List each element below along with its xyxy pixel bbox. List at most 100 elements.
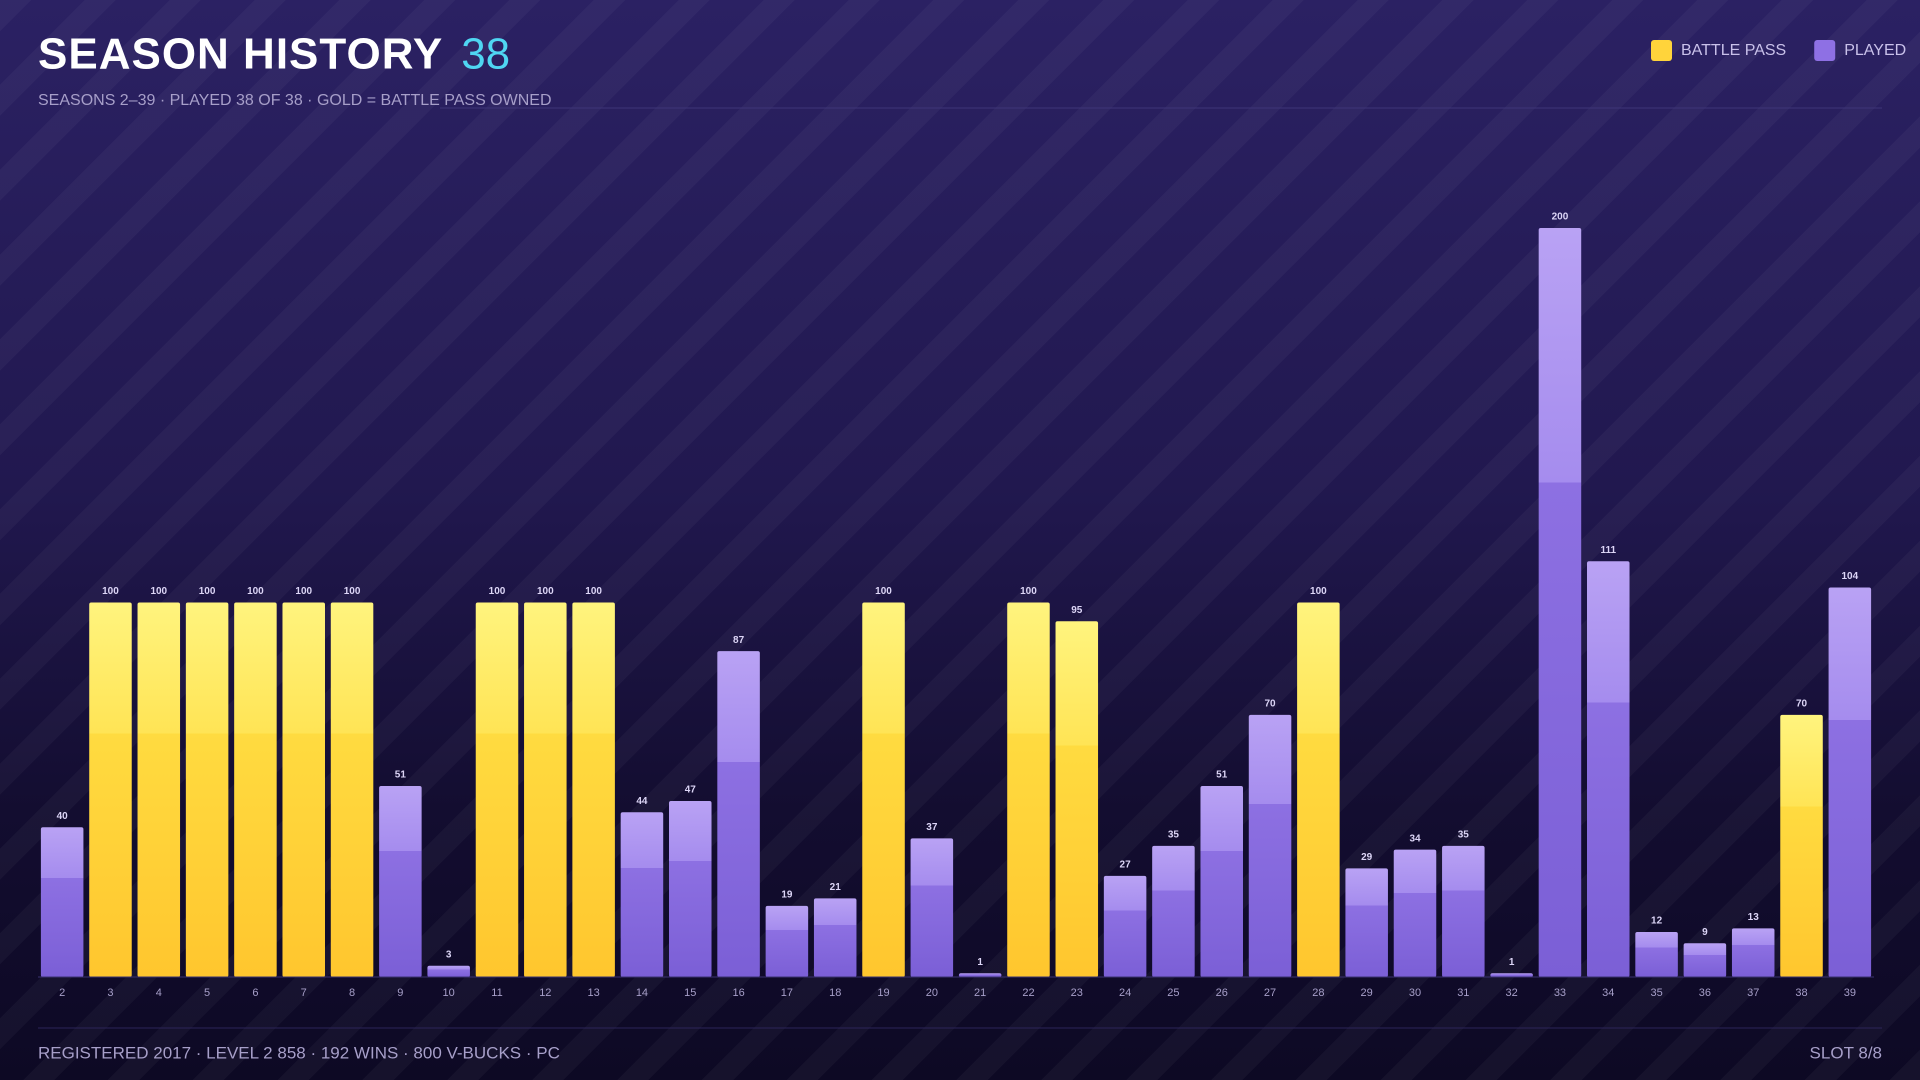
x-tick-label: 24	[1119, 987, 1131, 999]
bar	[1828, 587, 1872, 977]
value-label: 19	[781, 889, 793, 900]
value-label: 100	[150, 586, 167, 597]
bar	[1731, 928, 1775, 977]
bar	[1200, 786, 1243, 977]
x-tick-label: 26	[1216, 987, 1228, 999]
x-tick-label: 27	[1264, 987, 1276, 999]
x-tick-label: 15	[684, 987, 696, 999]
bar	[1442, 845, 1485, 977]
x-tick-label: 31	[1457, 987, 1469, 999]
value-label: 47	[685, 785, 697, 796]
value-label: 21	[830, 882, 842, 893]
value-label: 100	[1310, 586, 1327, 597]
x-tick-label: 34	[1602, 987, 1614, 999]
value-label: 87	[733, 635, 745, 646]
x-tick-label: 29	[1361, 987, 1373, 999]
value-label: 37	[926, 822, 938, 833]
value-label: 100	[199, 586, 216, 597]
x-tick-label: 17	[781, 987, 793, 999]
bar	[427, 965, 470, 977]
value-label: 100	[102, 586, 119, 597]
legend: BATTLE PASS PLAYED	[1651, 40, 1906, 61]
x-tick-label: 4	[156, 987, 162, 999]
bar	[862, 602, 905, 977]
value-label: 35	[1168, 830, 1180, 841]
bar	[1393, 849, 1437, 977]
bar	[1683, 943, 1727, 977]
value-label: 95	[1071, 605, 1083, 616]
value-label: 100	[489, 586, 506, 597]
value-label: 100	[537, 586, 554, 597]
x-tick-label: 21	[974, 987, 986, 999]
x-tick-label: 14	[636, 987, 648, 999]
x-tick-label: 30	[1409, 987, 1421, 999]
value-label: 13	[1748, 912, 1760, 923]
footer-info: REGISTERED 2017 · LEVEL 2 858 · 192 WINS…	[38, 1043, 560, 1062]
value-label: 200	[1552, 212, 1569, 223]
bar	[89, 602, 132, 977]
bar	[1297, 602, 1340, 977]
bar	[1635, 932, 1678, 977]
bar	[1587, 561, 1630, 977]
bar	[379, 786, 422, 977]
bar	[137, 602, 181, 977]
value-label: 1	[1509, 957, 1515, 968]
x-tick-label: 33	[1554, 987, 1566, 999]
x-tick-label: 23	[1071, 987, 1083, 999]
value-label: 100	[875, 586, 892, 597]
legend-label: PLAYED	[1844, 42, 1906, 59]
bar	[620, 812, 664, 977]
x-tick-label: 2	[59, 987, 65, 999]
value-label: 35	[1458, 830, 1470, 841]
bar	[1490, 973, 1533, 977]
x-tick-label: 38	[1795, 987, 1807, 999]
bar	[185, 602, 229, 977]
value-label: 12	[1651, 916, 1663, 927]
x-tick-label: 28	[1312, 987, 1324, 999]
bar	[1055, 621, 1099, 977]
value-label: 40	[57, 811, 69, 822]
value-label: 70	[1796, 698, 1808, 709]
x-tick-label: 3	[107, 987, 113, 999]
x-tick-label: 11	[491, 987, 502, 999]
x-tick-label: 19	[877, 987, 889, 999]
value-label: 3	[446, 949, 452, 960]
value-label: 1	[977, 957, 983, 968]
x-tick-label: 35	[1650, 987, 1662, 999]
bar	[282, 602, 325, 977]
bar	[1103, 875, 1147, 977]
bar	[1780, 714, 1823, 977]
bar	[40, 827, 84, 977]
bar	[1538, 228, 1582, 977]
bar	[524, 602, 567, 977]
bar	[572, 602, 615, 977]
value-label: 111	[1600, 545, 1616, 556]
title: SEASON HISTORY	[38, 30, 443, 79]
value-label: 100	[1020, 586, 1037, 597]
subtitle: SEASONS 2–39 · PLAYED 38 OF 38 · GOLD = …	[38, 92, 552, 109]
x-tick-label: 39	[1844, 987, 1856, 999]
value-label: 51	[395, 770, 407, 781]
x-tick-label: 36	[1699, 987, 1711, 999]
x-tick-label: 22	[1022, 987, 1034, 999]
bar	[1007, 602, 1050, 977]
bar	[813, 898, 857, 977]
x-tick-label: 16	[732, 987, 744, 999]
bar	[234, 602, 277, 977]
legend-swatch	[1814, 40, 1836, 61]
x-tick-label: 25	[1167, 987, 1179, 999]
season-count: 38	[461, 30, 510, 79]
bar	[669, 800, 712, 977]
value-label: 44	[636, 796, 648, 807]
x-tick-label: 18	[829, 987, 841, 999]
value-label: 70	[1264, 698, 1276, 709]
x-tick-label: 32	[1506, 987, 1518, 999]
value-label: 29	[1361, 852, 1373, 863]
bar	[1152, 845, 1195, 977]
x-tick-label: 10	[443, 987, 455, 999]
legend-label: BATTLE PASS	[1681, 42, 1786, 59]
x-tick-label: 12	[539, 987, 551, 999]
bar	[330, 602, 374, 977]
